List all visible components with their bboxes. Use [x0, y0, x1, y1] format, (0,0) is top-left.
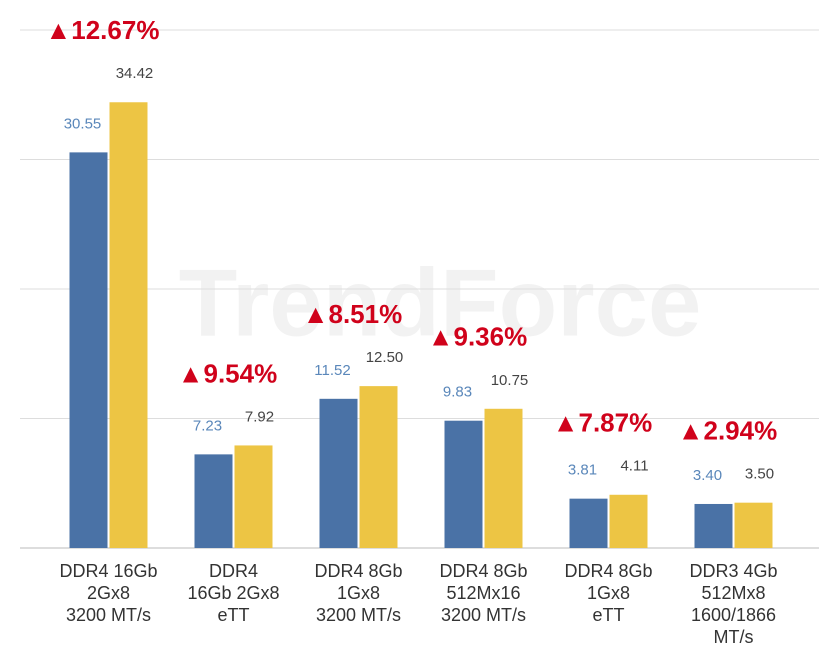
value-label: 30.55 — [64, 115, 102, 132]
x-tick-label: 3200 MT/s — [316, 605, 401, 625]
x-tick-label: DDR3 4Gb — [689, 561, 777, 581]
bar — [569, 498, 608, 548]
value-label: 3.81 — [568, 462, 597, 479]
bar — [609, 494, 648, 548]
value-label: 3.50 — [745, 466, 774, 483]
x-tick-label: eTT — [592, 605, 624, 625]
x-tick-label: MT/s — [714, 627, 754, 647]
x-tick-label: 1600/1866 — [691, 605, 776, 625]
growth-annotation: ▲8.51% — [303, 299, 402, 329]
x-tick-label: 2Gx8 — [87, 583, 130, 603]
bar — [484, 408, 523, 548]
x-tick-label: DDR4 16Gb — [59, 561, 157, 581]
value-label: 10.75 — [491, 372, 529, 389]
value-label: 7.23 — [193, 417, 222, 434]
bar — [359, 386, 398, 548]
bar — [234, 445, 273, 548]
growth-annotation: ▲2.94% — [678, 416, 777, 446]
growth-annotation: ▲7.87% — [553, 408, 652, 438]
watermark: TrendForce — [179, 249, 702, 356]
value-label: 11.52 — [314, 362, 350, 379]
x-tick-label: 512Mx16 — [446, 583, 520, 603]
x-tick-label: 1Gx8 — [337, 583, 380, 603]
x-tick-label: eTT — [217, 605, 249, 625]
bar — [194, 454, 233, 548]
x-tick-label: DDR4 8Gb — [314, 561, 402, 581]
bar — [319, 398, 358, 548]
bar — [109, 102, 148, 549]
x-tick-label: DDR4 8Gb — [439, 561, 527, 581]
x-tick-label: DDR4 — [209, 561, 258, 581]
x-tick-label: 3200 MT/s — [441, 605, 526, 625]
x-tick-label: 512Mx8 — [701, 583, 765, 603]
bar — [694, 503, 733, 548]
value-label: 9.83 — [443, 384, 472, 401]
bar — [444, 420, 483, 548]
x-tick-label: 16Gb 2Gx8 — [187, 583, 279, 603]
growth-annotation: ▲9.36% — [428, 322, 527, 352]
growth-annotation: ▲12.67% — [46, 15, 160, 45]
value-label: 7.92 — [245, 408, 274, 425]
value-label: 12.50 — [366, 349, 404, 366]
bar — [69, 152, 108, 548]
value-label: 3.40 — [693, 467, 722, 484]
value-label: 34.42 — [116, 65, 154, 82]
value-label: 4.11 — [620, 458, 648, 475]
x-tick-label: DDR4 8Gb — [564, 561, 652, 581]
x-tick-label: 1Gx8 — [587, 583, 630, 603]
bar — [734, 502, 773, 548]
growth-annotation: ▲9.54% — [178, 358, 277, 388]
x-tick-label: 3200 MT/s — [66, 605, 151, 625]
